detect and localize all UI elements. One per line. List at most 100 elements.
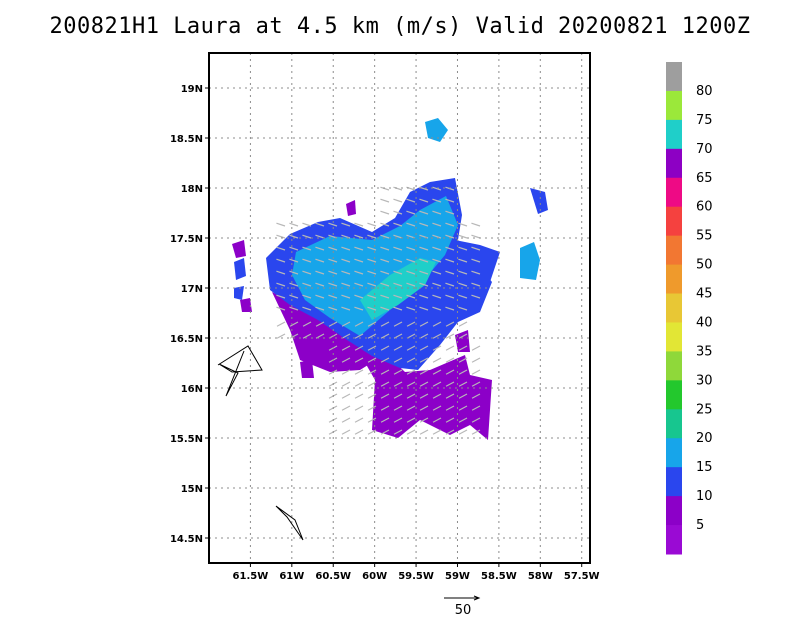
wind-vector-248 xyxy=(341,417,351,423)
wind-vector-131 xyxy=(289,306,299,311)
wind-vector-74 xyxy=(380,258,390,263)
lon-tick-label-8: 57.5W xyxy=(564,571,600,582)
wind-vector-143 xyxy=(445,306,455,311)
wind-vector-112 xyxy=(458,282,468,287)
wind-vector-31 xyxy=(445,222,455,227)
wind-vector-190 xyxy=(367,357,377,363)
wind-vector-268 xyxy=(445,429,455,435)
wind-vector-6 xyxy=(380,198,390,203)
lon-tick-label-1: 61W xyxy=(279,571,304,582)
lat-tick-label-9: 14.5N xyxy=(170,534,203,545)
wind-vector-249 xyxy=(354,417,364,423)
wind-vector-172 xyxy=(432,333,442,339)
colorbar-segment-6 xyxy=(666,235,682,266)
swath-purple-sw xyxy=(240,298,252,312)
wind-vector-181 xyxy=(406,345,416,351)
swath-purple-north xyxy=(346,200,356,216)
lon-tick-label-5: 59W xyxy=(445,571,470,582)
wind-vector-145 xyxy=(276,321,286,327)
wind-vector-73 xyxy=(367,258,377,263)
wind-vector-185 xyxy=(458,345,468,351)
wind-vector-65 xyxy=(471,246,481,251)
wind-vector-33 xyxy=(471,222,481,227)
wind-vector-215 xyxy=(380,381,390,387)
wind-vector-208 xyxy=(445,369,455,375)
wind-vector-133 xyxy=(315,306,325,311)
wind-vector-103 xyxy=(341,282,351,287)
colorbar-label-4: 60 xyxy=(696,200,713,215)
wind-vector-51 xyxy=(289,246,299,251)
wind-vector-195 xyxy=(432,357,442,363)
wind-vector-242 xyxy=(419,405,429,411)
wind-vector-64 xyxy=(458,246,468,251)
map-grid xyxy=(209,53,590,563)
swath-blue-west-bit2 xyxy=(234,286,244,300)
wind-vectors xyxy=(276,186,481,435)
wind-vector-88 xyxy=(354,270,364,275)
wind-vector-32 xyxy=(458,222,468,227)
wind-vector-221 xyxy=(458,381,468,387)
map-frame xyxy=(208,52,591,564)
island-outline-martinique xyxy=(275,505,304,541)
wind-vector-252 xyxy=(393,417,403,423)
wind-vector-173 xyxy=(445,333,455,339)
wind-vector-98 xyxy=(276,282,286,287)
colorbar-segment-5 xyxy=(666,206,682,237)
wind-vector-125 xyxy=(419,294,429,299)
wind-vector-7 xyxy=(393,198,403,203)
colorbar-segment-0 xyxy=(666,62,682,92)
wind-vector-123 xyxy=(393,294,403,299)
wind-vector-122 xyxy=(380,294,390,299)
wind-vector-193 xyxy=(406,357,416,363)
wind-vector-83 xyxy=(289,270,299,275)
lon-tick-label-7: 58W xyxy=(528,571,553,582)
wind-vector-52 xyxy=(302,246,312,251)
colorbar-label-5: 55 xyxy=(696,229,713,244)
wind-vector-37 xyxy=(315,234,325,239)
wind-vector-66 xyxy=(276,258,286,263)
wind-vector-136 xyxy=(354,306,364,311)
wind-vector-36 xyxy=(302,234,312,239)
wind-vector-68 xyxy=(302,258,312,263)
wind-vector-158 xyxy=(445,321,455,327)
colorbar-label-10: 30 xyxy=(696,373,713,388)
swath-purple-nw xyxy=(232,240,246,258)
vector-key-label: 50 xyxy=(455,603,472,618)
wind-vector-80 xyxy=(458,258,468,263)
swath-teal-max xyxy=(360,258,436,320)
colorbar-segment-9 xyxy=(666,322,682,352)
map-title: 200821H1 Laura at 4.5 km (m/s) Valid 202… xyxy=(49,14,751,39)
wind-vector-106 xyxy=(380,282,390,287)
wind-vector-58 xyxy=(380,246,390,251)
wind-vector-35 xyxy=(289,234,299,239)
wind-vector-176 xyxy=(341,345,351,351)
lat-tick-label-4: 17N xyxy=(181,284,203,295)
wind-vector-48 xyxy=(458,234,468,239)
wind-vector-26 xyxy=(380,222,390,227)
wind-vector-200 xyxy=(341,369,351,375)
wind-vector-115 xyxy=(289,294,299,299)
lat-tick-label-1: 18.5N xyxy=(170,134,203,145)
wind-vector-18 xyxy=(276,222,286,227)
wind-vector-232 xyxy=(445,393,455,399)
wind-vector-139 xyxy=(393,306,403,311)
colorbar-segment-4 xyxy=(666,177,682,208)
wind-vector-222 xyxy=(471,381,481,387)
wind-vector-93 xyxy=(419,270,429,275)
wind-vector-132 xyxy=(302,306,312,311)
wind-vector-108 xyxy=(406,282,416,287)
wind-vector-105 xyxy=(367,282,377,287)
wind-vector-61 xyxy=(419,246,429,251)
island-outline-dominica xyxy=(217,345,263,397)
wind-vector-180 xyxy=(393,345,403,351)
wind-vector-260 xyxy=(341,429,351,435)
wind-vector-59 xyxy=(393,246,403,251)
wind-vector-168 xyxy=(380,333,390,339)
wind-vector-256 xyxy=(445,417,455,423)
wind-vector-147 xyxy=(302,321,312,327)
wind-vector-16 xyxy=(432,210,442,215)
wind-vector-71 xyxy=(341,258,351,263)
wind-vector-30 xyxy=(432,222,442,227)
colorbar-segment-16 xyxy=(666,525,682,555)
wind-vector-127 xyxy=(445,294,455,299)
